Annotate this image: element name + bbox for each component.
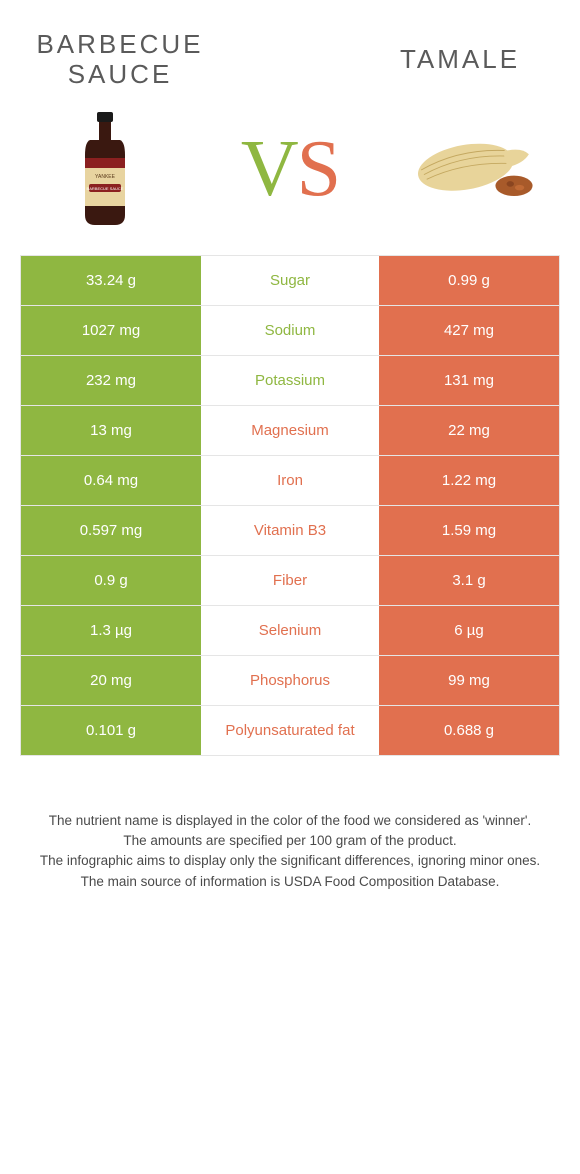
left-value-cell: 0.64 mg: [21, 456, 201, 505]
footer-line: The main source of information is USDA F…: [30, 872, 550, 892]
comparison-table: 33.24 gSugar0.99 g1027 mgSodium427 mg232…: [20, 255, 560, 756]
nutrient-label-cell: Sugar: [201, 256, 379, 305]
footer-notes: The nutrient name is displayed in the co…: [0, 756, 580, 892]
left-value-cell: 13 mg: [21, 406, 201, 455]
nutrient-label-cell: Polyunsaturated fat: [201, 706, 379, 755]
nutrient-label-cell: Fiber: [201, 556, 379, 605]
table-row: 13 mgMagnesium22 mg: [21, 405, 559, 455]
table-row: 1.3 µgSelenium6 µg: [21, 605, 559, 655]
footer-line: The amounts are specified per 100 gram o…: [30, 831, 550, 851]
header: Barbecue sauce Tamale: [0, 0, 580, 100]
left-value-cell: 1.3 µg: [21, 606, 201, 655]
nutrient-label-cell: Phosphorus: [201, 656, 379, 705]
left-value-cell: 232 mg: [21, 356, 201, 405]
table-row: 20 mgPhosphorus99 mg: [21, 655, 559, 705]
nutrient-label-cell: Iron: [201, 456, 379, 505]
right-value-cell: 3.1 g: [379, 556, 559, 605]
right-food-title: Tamale: [370, 45, 550, 75]
bbq-bottle-icon: YANKEE BARBECUE SAUCE: [70, 110, 140, 230]
left-value-cell: 1027 mg: [21, 306, 201, 355]
table-row: 0.64 mgIron1.22 mg: [21, 455, 559, 505]
nutrient-label-cell: Magnesium: [201, 406, 379, 455]
right-value-cell: 22 mg: [379, 406, 559, 455]
tamale-icon: [410, 125, 540, 215]
table-row: 232 mgPotassium131 mg: [21, 355, 559, 405]
svg-text:BARBECUE SAUCE: BARBECUE SAUCE: [87, 186, 124, 191]
right-value-cell: 1.22 mg: [379, 456, 559, 505]
right-value-cell: 427 mg: [379, 306, 559, 355]
left-value-cell: 0.101 g: [21, 706, 201, 755]
left-value-cell: 33.24 g: [21, 256, 201, 305]
right-value-cell: 99 mg: [379, 656, 559, 705]
svg-text:YANKEE: YANKEE: [95, 174, 116, 180]
left-food-title: Barbecue sauce: [30, 30, 210, 90]
nutrient-label-cell: Sodium: [201, 306, 379, 355]
images-row: YANKEE BARBECUE SAUCE VS: [0, 100, 580, 255]
right-value-cell: 131 mg: [379, 356, 559, 405]
left-value-cell: 20 mg: [21, 656, 201, 705]
table-row: 1027 mgSodium427 mg: [21, 305, 559, 355]
nutrient-label-cell: Selenium: [201, 606, 379, 655]
right-value-cell: 0.99 g: [379, 256, 559, 305]
vs-label: VS: [241, 124, 339, 215]
nutrient-label-cell: Potassium: [201, 356, 379, 405]
footer-line: The infographic aims to display only the…: [30, 851, 550, 871]
table-row: 33.24 gSugar0.99 g: [21, 255, 559, 305]
left-value-cell: 0.9 g: [21, 556, 201, 605]
table-row: 0.101 gPolyunsaturated fat0.688 g: [21, 705, 559, 755]
left-value-cell: 0.597 mg: [21, 506, 201, 555]
table-row: 0.597 mgVitamin B31.59 mg: [21, 505, 559, 555]
right-value-cell: 1.59 mg: [379, 506, 559, 555]
right-value-cell: 0.688 g: [379, 706, 559, 755]
nutrient-label-cell: Vitamin B3: [201, 506, 379, 555]
right-food-image: [410, 110, 540, 230]
left-food-image: YANKEE BARBECUE SAUCE: [40, 110, 170, 230]
right-value-cell: 6 µg: [379, 606, 559, 655]
footer-line: The nutrient name is displayed in the co…: [30, 811, 550, 831]
table-row: 0.9 gFiber3.1 g: [21, 555, 559, 605]
